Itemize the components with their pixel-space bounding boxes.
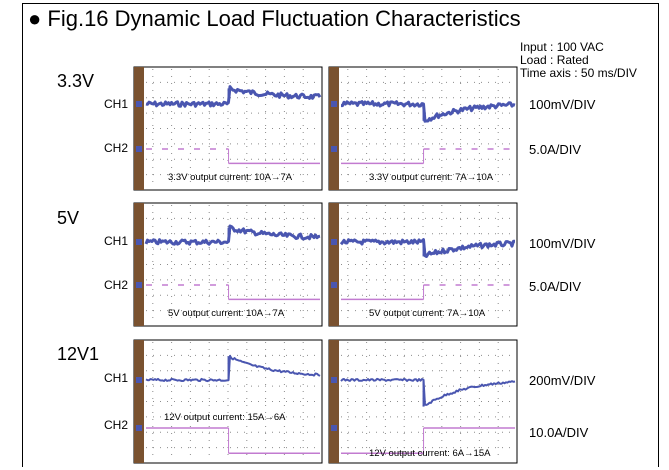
ch1-scale-12v1: 200mV/DIV: [529, 373, 596, 388]
ch1-label-5v: CH1: [104, 234, 129, 248]
condition-load: Load : Rated: [520, 53, 589, 67]
panel-2-ch1-marker: [331, 101, 337, 107]
section-label-3v3: 3.3V: [57, 71, 95, 91]
panel-4-screen: [328, 202, 518, 327]
panel-2-screen: [328, 66, 518, 191]
panel-5-ch1-trace: [145, 354, 321, 383]
panel-6-ch1-marker: [331, 377, 337, 383]
ch2-scale-5v: 5.0A/DIV: [529, 279, 582, 294]
panel-4-caption: 5V output current: 7A→10A: [369, 308, 486, 319]
panel-2-marker-strip: [329, 67, 339, 190]
panel-2-ch2-marker: [331, 146, 337, 152]
panel-3-ch1-trace: [144, 224, 321, 246]
ch1-label-12v1: CH1: [104, 371, 129, 385]
ch2-scale-12v1: 10.0A/DIV: [529, 425, 589, 440]
panel-1-ch2-marker: [136, 146, 142, 152]
panel-3-ch1-marker: [136, 239, 142, 245]
panel-6-marker-strip: [329, 340, 339, 463]
panel-1-ch1-trace: [145, 85, 322, 108]
figure-title: ● Fig.16 Dynamic Load Fluctuation Charac…: [28, 6, 521, 31]
panel-1-screen: [133, 66, 323, 191]
panel-3-marker-strip: [134, 203, 144, 326]
figure-frame: [22, 3, 659, 467]
condition-input: Input : 100 VAC: [520, 40, 604, 54]
panel-3-screen: [133, 202, 323, 327]
panel-5-ch2-marker: [136, 425, 142, 431]
panel-1-marker-strip: [134, 67, 144, 190]
panel-1-caption: 3.3V output current: 10A→7A: [168, 172, 293, 183]
ch2-scale-3v3: 5.0A/DIV: [529, 142, 582, 157]
ch1-scale-3v3: 100mV/DIV: [529, 97, 596, 112]
panel-5-marker-strip: [134, 340, 144, 463]
panel-4-marker-strip: [329, 203, 339, 326]
panel-6-ch1-trace: [340, 377, 516, 406]
panel-6-caption: 12V output current: 6A→15A: [369, 448, 491, 459]
section-label-5v: 5V: [57, 208, 80, 228]
ch2-label-5v: CH2: [104, 278, 129, 292]
section-label-12v1: 12V1: [57, 344, 100, 364]
panel-5-ch1-marker: [136, 377, 142, 383]
condition-time-axis: Time axis : 50 ms/DIV: [520, 66, 637, 80]
panel-4-ch1-marker: [331, 239, 337, 245]
panel-5-caption: 12V output current: 15A→6A: [164, 412, 286, 423]
panel-6-ch2-marker: [331, 425, 337, 431]
panel-4-ch2-marker: [331, 282, 337, 288]
panel-1-ch1-marker: [136, 101, 142, 107]
panel-2-ch1-trace: [341, 100, 516, 123]
ch1-label-3v3: CH1: [104, 97, 129, 111]
ch2-label-12v1: CH2: [104, 418, 129, 432]
panel-3-ch2-marker: [136, 282, 142, 288]
panel-4-ch1-trace: [339, 238, 515, 258]
ch1-scale-5v: 100mV/DIV: [529, 236, 596, 251]
panel-2-caption: 3.3V output current: 7A→10A: [369, 172, 494, 183]
panel-3-caption: 5V output current: 10A→7A: [168, 308, 285, 319]
ch2-label-3v3: CH2: [104, 141, 129, 155]
